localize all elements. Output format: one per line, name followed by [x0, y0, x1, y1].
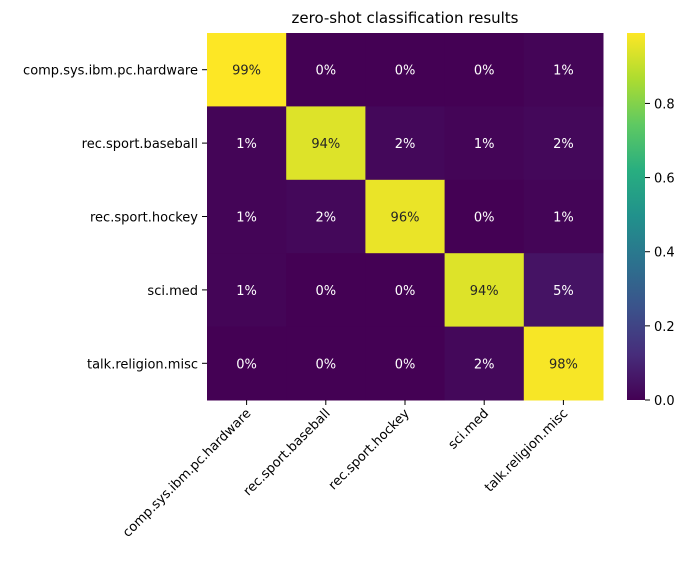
cell-value-label: 0%	[236, 357, 257, 372]
heatmap-cell	[523, 179, 604, 254]
heatmap-cell	[444, 106, 525, 181]
cell-value-label: 96%	[391, 211, 420, 226]
cell-value-label: 0%	[474, 64, 495, 79]
heatmap-cell	[523, 106, 604, 181]
colorbar: 0.0 0.2 0.4 0.6 0.8	[627, 33, 675, 409]
cell-value-label: 94%	[311, 137, 340, 152]
heatmap-cell	[207, 253, 287, 328]
cell-value-label: 2%	[553, 137, 574, 152]
x-tick-label: talk.religion.misc	[482, 406, 571, 495]
heatmap-cell	[365, 106, 446, 181]
heatmap-cell	[365, 326, 446, 401]
heatmap-cell	[286, 33, 366, 107]
heatmap-cells: 99% 0% 0% 0% 1% 1% 94% 2% 1% 2% 1% 2% 96% 0% 1% 1% 0% 0% 9…	[207, 33, 604, 401]
heatmap-cell	[207, 33, 287, 107]
cell-value-label: 98%	[549, 357, 578, 372]
cell-value-label: 1%	[236, 137, 257, 152]
x-tick-label: sci.med	[446, 406, 492, 452]
y-tick-label: comp.sys.ibm.pc.hardware	[23, 64, 198, 79]
y-tick-label: rec.sport.baseball	[82, 137, 198, 152]
y-tick-label: talk.religion.misc	[87, 357, 198, 372]
cell-value-label: 0%	[315, 284, 336, 299]
heatmap-cell	[365, 33, 446, 107]
cell-value-label: 0%	[395, 357, 416, 372]
heatmap-cell	[286, 326, 366, 401]
heatmap-cell	[365, 179, 446, 254]
heatmap-cell	[207, 106, 287, 181]
cell-value-label: 0%	[315, 64, 336, 79]
x-tick-labels: comp.sys.ibm.pc.hardwarerec.sport.baseba…	[120, 400, 571, 541]
cell-value-label: 1%	[474, 137, 495, 152]
heatmap-cell	[444, 326, 525, 401]
colorbar-tick-label: 0.0	[654, 394, 675, 409]
heatmap-cell	[365, 253, 446, 328]
cell-value-label: 1%	[553, 211, 574, 226]
colorbar-tick-label: 0.2	[654, 320, 675, 335]
heatmap-cell	[444, 33, 525, 107]
cell-value-label: 2%	[315, 211, 336, 226]
cell-value-label: 99%	[232, 64, 261, 79]
colorbar-ticks: 0.0 0.2 0.4 0.6 0.8	[645, 97, 675, 409]
heatmap-cell	[444, 253, 525, 328]
heatmap-cell	[286, 106, 366, 181]
colorbar-tick-label: 0.8	[654, 97, 675, 112]
chart-title: zero-shot classification results	[292, 9, 519, 27]
cell-value-label: 2%	[474, 357, 495, 372]
colorbar-gradient	[627, 33, 645, 400]
heatmap-cell	[286, 179, 366, 254]
x-tick-label: rec.sport.hockey	[326, 406, 413, 493]
x-tick-label: comp.sys.ibm.pc.hardware	[120, 406, 254, 540]
heatmap-cell	[523, 326, 604, 401]
heatmap-cell	[286, 253, 366, 328]
cell-value-label: 5%	[553, 284, 574, 299]
cell-value-label: 0%	[474, 211, 495, 226]
x-tick-label: rec.sport.baseball	[241, 406, 334, 499]
cell-value-label: 94%	[470, 284, 499, 299]
cell-value-label: 0%	[395, 64, 416, 79]
colorbar-tick-label: 0.6	[654, 172, 675, 187]
cell-value-label: 1%	[553, 64, 574, 79]
cell-value-label: 1%	[236, 211, 257, 226]
heatmap-cell	[523, 33, 604, 107]
cell-value-label: 2%	[395, 137, 416, 152]
cell-value-label: 1%	[236, 284, 257, 299]
cell-value-label: 0%	[395, 284, 416, 299]
y-tick-label: sci.med	[147, 284, 198, 299]
heatmap-cell	[444, 179, 525, 254]
y-tick-labels: comp.sys.ibm.pc.hardware rec.sport.baseba…	[23, 64, 207, 372]
cell-value-label: 0%	[315, 357, 336, 372]
heatmap-cell	[523, 253, 604, 328]
heatmap-cell	[207, 179, 287, 254]
y-tick-label: rec.sport.hockey	[90, 211, 198, 226]
colorbar-tick-label: 0.4	[654, 246, 675, 261]
heatmap-cell	[207, 326, 287, 401]
